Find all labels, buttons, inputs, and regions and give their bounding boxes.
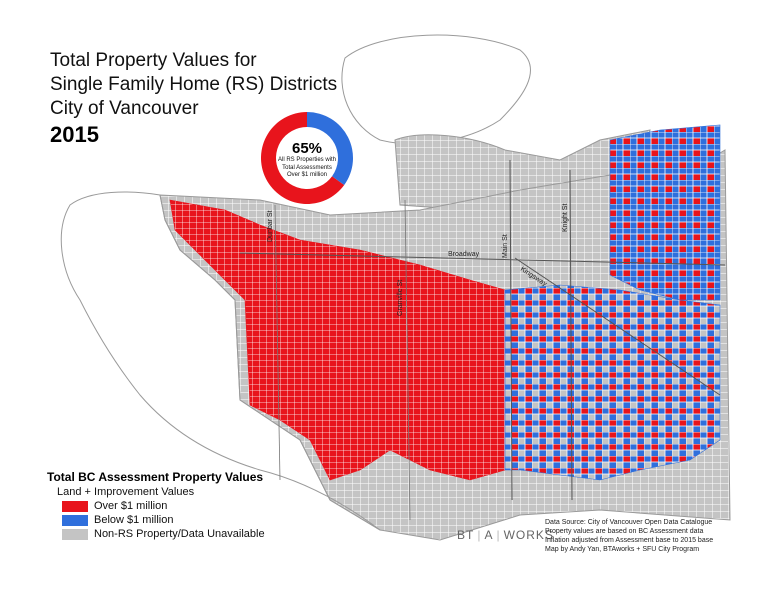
title-year: 2015 xyxy=(50,122,99,147)
west-side-over-1m-area xyxy=(169,199,506,481)
title-line-3: City of Vancouver xyxy=(50,98,199,119)
stanley-park-outline xyxy=(341,34,531,145)
donut-percent: 65% xyxy=(291,140,323,157)
street-label-dunbar: Dunbar St xyxy=(267,210,274,242)
data-source-note: Data Source: City of Vancouver Open Data… xyxy=(545,518,770,554)
map-legend: Total BC Assessment Property Values Land… xyxy=(47,470,265,541)
main-road xyxy=(509,159,513,501)
title-line-2: Single Family Home (RS) Districts xyxy=(50,74,338,95)
east-side-mixed-area xyxy=(504,284,721,481)
legend-swatch-non-rs xyxy=(62,528,88,540)
donut-caption-2: Total Assessments xyxy=(282,164,332,171)
kingsway-road xyxy=(514,257,721,396)
broadway-road xyxy=(239,252,726,266)
donut-caption-3: Over $1 million xyxy=(286,172,327,178)
logo-part-3: WORKS xyxy=(503,528,554,542)
legend-item-non-rs: Non-RS Property/Data Unavailable xyxy=(62,527,265,541)
granville-road xyxy=(404,199,411,521)
logo-part-2: A xyxy=(484,528,494,542)
street-label-broadway: Broadway xyxy=(448,251,480,258)
dunbar-road xyxy=(274,204,281,481)
legend-label-over: Over $1 million xyxy=(94,500,168,512)
legend-label-below: Below $1 million xyxy=(94,514,174,526)
street-label-knight: Knight St xyxy=(562,204,569,232)
street-label-main: Main St xyxy=(502,234,509,258)
donut-label: 65% All RS Properties with Total Assessm… xyxy=(262,140,352,180)
legend-title: Total BC Assessment Property Values xyxy=(47,470,264,484)
donut-chart xyxy=(259,110,355,206)
donut-below-1m-segment xyxy=(307,112,353,186)
title-line-1: Total Property Values for xyxy=(50,50,257,71)
source-line-2: Property values are based on BC Assessme… xyxy=(545,528,704,535)
legend-item-below: Below $1 million xyxy=(62,513,265,527)
point-grey-outline xyxy=(60,191,381,531)
northeast-below-1m-area xyxy=(609,124,721,301)
legend-label-non-rs: Non-RS Property/Data Unavailable xyxy=(94,528,265,540)
source-line-4: Map by Andy Yan, BTAworks + SFU City Pro… xyxy=(545,546,700,553)
legend-swatch-over xyxy=(62,500,88,512)
source-line-1: Data Source: City of Vancouver Open Data… xyxy=(545,519,713,526)
knight-road xyxy=(569,169,573,501)
btaworks-logo: BT | A | WORKS xyxy=(457,528,554,542)
legend-swatch-below xyxy=(62,514,88,526)
source-line-3: Inflation adjusted from Assessment base … xyxy=(545,537,714,544)
donut-caption-1: All RS Properties with xyxy=(277,157,337,163)
donut-over-1m-segment xyxy=(261,112,345,205)
legend-item-over: Over $1 million xyxy=(62,499,265,513)
legend-subtitle: Land + Improvement Values xyxy=(57,486,195,498)
logo-part-1: BT xyxy=(457,528,475,542)
street-label-granville: Granville St xyxy=(397,280,404,316)
